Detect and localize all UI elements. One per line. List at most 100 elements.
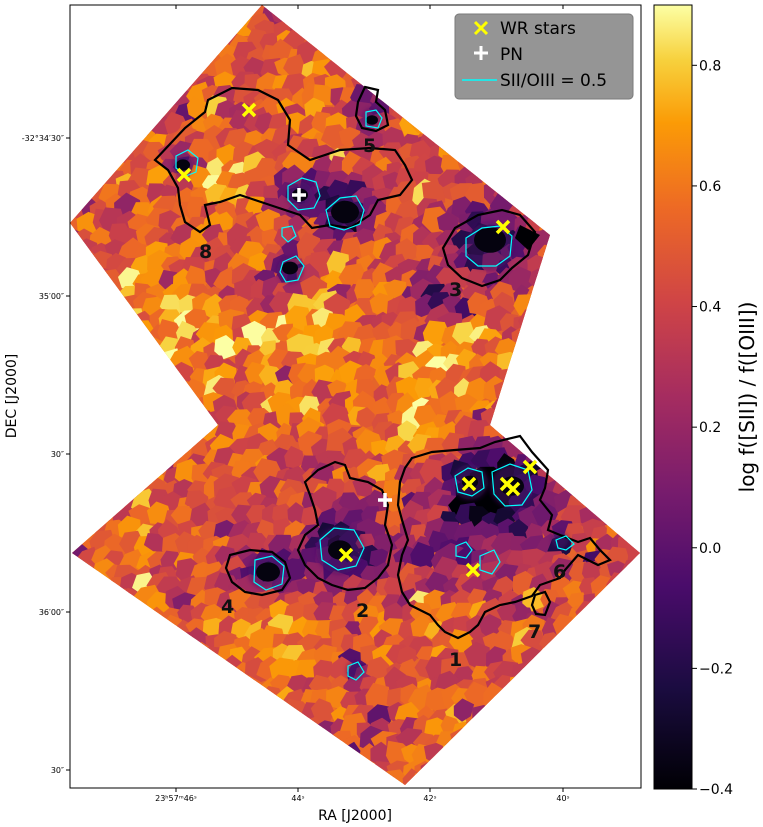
contours [153, 85, 612, 681]
heatmap-cell [442, 788, 466, 813]
heatmap-cell [231, 504, 255, 527]
heatmap-cell [635, 787, 656, 810]
colorbar-gradient [653, 4, 693, 790]
heatmap-cell [44, 97, 69, 121]
heatmap-cell [188, 350, 210, 373]
heatmap-cell [70, 626, 72, 653]
x-axis-title: RA [J2000] [318, 808, 392, 824]
heatmap-cell [576, 787, 603, 814]
cyan-contour-c [347, 661, 365, 681]
heatmap-cell [310, 698, 335, 725]
heatmap-cell [496, 787, 516, 810]
region-label-3: 3 [449, 279, 462, 301]
heatmap-cell [463, 641, 490, 671]
heatmap-cell [46, 412, 68, 435]
cyan-contour-1c [455, 541, 473, 559]
heatmap-cell [70, 173, 71, 197]
heatmap-cell [70, 702, 72, 724]
legend-label-wr: WR stars [500, 19, 576, 39]
heatmap-cell [283, 54, 305, 79]
contour-region-3 [441, 208, 537, 288]
heatmap-cell [201, 293, 226, 319]
cyan-contour-center [325, 195, 365, 231]
heatmap-cell [470, 785, 494, 809]
legend-pn-marker [474, 46, 488, 60]
heatmap-cell [143, 533, 166, 552]
markers [176, 102, 538, 578]
legend-wr-marker [473, 20, 489, 36]
cyan-contour-8a [175, 149, 199, 177]
heatmap-cell [330, 656, 353, 683]
heatmap-cell [354, 279, 377, 302]
heatmap-cell [214, 335, 236, 360]
heatmap-cell [511, 788, 537, 813]
heatmap-cell [45, 381, 67, 406]
heatmap-cell [232, 789, 249, 812]
heatmap-cell [457, 435, 479, 458]
heatmap-cell [116, 790, 136, 813]
heatmap-cell [70, 215, 74, 241]
cyan-contour-1b [491, 463, 533, 507]
cyan-contour-b [279, 255, 305, 283]
heatmap-cell [46, 112, 69, 137]
heatmap-cell [74, 790, 97, 811]
heatmap-cell [70, 5, 73, 24]
cyan-contour-5 [365, 109, 383, 129]
heatmap-cell [49, 470, 68, 492]
contour-region-8 [153, 86, 414, 234]
legend-box [454, 13, 634, 100]
wr-star-marker [495, 219, 511, 235]
heatmap-cell [397, 420, 418, 444]
cyan-contour-4 [253, 555, 285, 591]
heatmap-cell [212, 377, 237, 402]
wr-star-marker [461, 476, 477, 492]
y-tick-label: -32°34′30″ [22, 134, 64, 143]
plot-frame [69, 4, 642, 789]
x-tick-label: 40ˢ [556, 794, 569, 803]
heatmap-cell [213, 266, 239, 295]
dark-core [256, 562, 280, 582]
heatmap-cell [284, 445, 304, 469]
cyan-contour-1a [454, 467, 485, 497]
region-label-4: 4 [221, 596, 234, 618]
heatmap-cell [47, 186, 69, 209]
region-label-1: 1 [449, 649, 462, 671]
heatmap-cell [46, 254, 69, 272]
dark-core [331, 200, 359, 224]
heatmap-cell [370, 741, 392, 766]
heatmap-cell [383, 279, 407, 300]
heatmap-cell [520, 629, 545, 654]
colorbar-ticks: −0.4 −0.2 0.0 0.2 0.4 0.6 0.8 [692, 58, 733, 798]
y-tick-label: 30″ [51, 450, 64, 459]
heatmap-cell [46, 266, 67, 290]
heatmap-cell [70, 579, 72, 603]
region-label-7: 7 [528, 621, 541, 643]
heatmap-cell [244, 361, 267, 387]
pn-marker [378, 493, 392, 507]
heatmap-cell [258, 786, 282, 808]
wr-star-marker [522, 459, 538, 475]
colorbar-tick-label: −0.2 [699, 661, 733, 677]
heatmap-cell [271, 789, 291, 810]
heatmap-cell [356, 407, 375, 429]
heatmap-cell [49, 743, 69, 768]
x-tick-label: 23ʰ57ᵐ46ˢ [155, 794, 197, 803]
y-axis-ticks: -32°34′30″ 35′00″ 30″ 36′00″ 30″ [22, 134, 70, 775]
heatmap-cell [51, 555, 68, 575]
heatmap-cell [452, 321, 475, 347]
heatmap-cell [90, 791, 111, 815]
wr-star-marker [338, 547, 354, 563]
y-tick-label: 36′00″ [39, 608, 64, 617]
colorbar-tick-label: 0.0 [699, 541, 721, 557]
heatmap-cell [369, 292, 392, 317]
cyan-contour-6 [555, 535, 575, 551]
dark-core [515, 225, 540, 250]
contour-region-2 [296, 460, 394, 592]
wr-star-marker [241, 102, 257, 118]
heatmap-cell [366, 656, 390, 680]
heatmap-cell [184, 308, 208, 329]
heatmap-cell [70, 76, 72, 99]
heatmap-cell [229, 295, 251, 315]
heatmap-cell [70, 320, 72, 350]
